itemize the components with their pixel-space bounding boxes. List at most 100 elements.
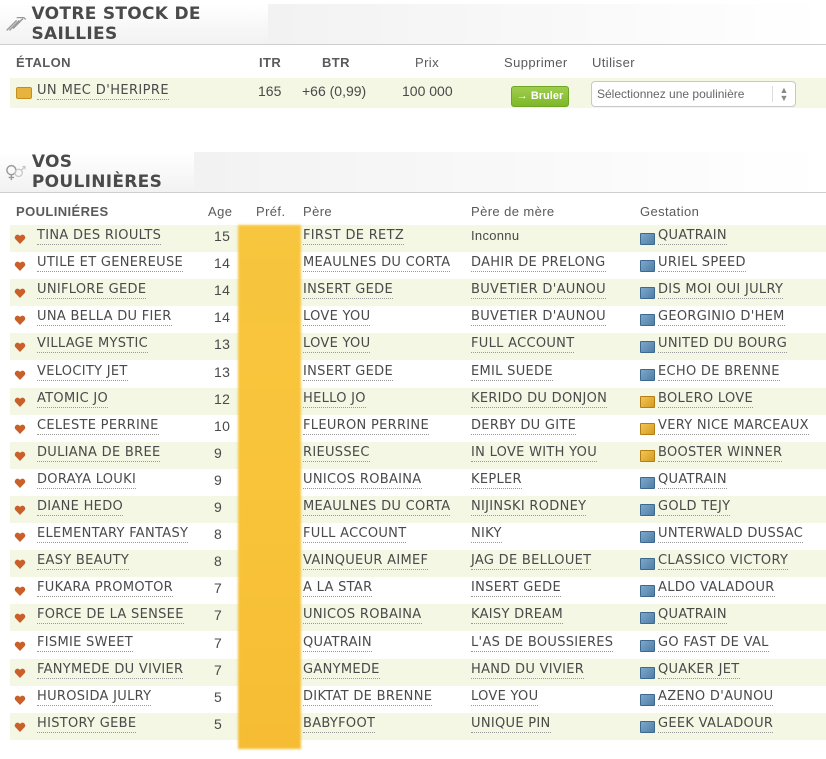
mare-name-link[interactable]: UNIFLORE GEDE: [37, 282, 147, 299]
mare-name-link[interactable]: DIANE HEDO: [37, 499, 124, 516]
mare-name-link[interactable]: CELESTE PERRINE: [37, 418, 159, 435]
gestation-stallion-link[interactable]: ALDO VALADOUR: [658, 580, 775, 597]
mare-sire-link[interactable]: FLEURON PERRINE: [303, 418, 429, 435]
mare-name-link[interactable]: ATOMIC JO: [37, 391, 109, 408]
mare-sire-link[interactable]: GANYMEDE: [303, 662, 380, 679]
mare-age: 9: [214, 472, 223, 488]
mare-dam-sire-link[interactable]: JAG DE BELLOUET: [471, 553, 592, 570]
mare-age: 7: [214, 580, 223, 596]
gestation-icon: [640, 341, 655, 353]
gestation-stallion-link[interactable]: URIEL SPEED: [658, 255, 746, 272]
heart-icon: [14, 234, 26, 244]
mare-sire-link[interactable]: MEAULNES DU CORTA: [303, 255, 451, 272]
mare-dam-sire-link[interactable]: FULL ACCOUNT: [471, 336, 575, 353]
mare-name-link[interactable]: UNA BELLA DU FIER: [37, 309, 172, 326]
mare-name-link[interactable]: ELEMENTARY FANTASY: [37, 526, 189, 543]
mare-age: 12: [214, 391, 231, 407]
bruler-button[interactable]: → Bruler: [511, 86, 569, 107]
mare-sire-link[interactable]: VAINQUEUR AIMEF: [303, 553, 429, 570]
mare-dam-sire-link[interactable]: DAHIR DE PRELONG: [471, 255, 606, 272]
mare-name-link[interactable]: DULIANA DE BREE: [37, 445, 161, 462]
mare-sire-link[interactable]: UNICOS ROBAINA: [303, 607, 422, 624]
gestation-stallion-link[interactable]: AZENO D'AUNOU: [658, 689, 774, 706]
mare-sire-link[interactable]: FULL ACCOUNT: [303, 526, 407, 543]
stallion-name-link[interactable]: UN MEC D'HERIPRE: [37, 83, 169, 100]
gestation-stallion-link[interactable]: GEEK VALADOUR: [658, 716, 774, 733]
gestation-stallion-link[interactable]: CLASSICO VICTORY: [658, 553, 789, 570]
gestation-stallion-link[interactable]: UNTERWALD DUSSAC: [658, 526, 804, 543]
gestation-icon: [640, 558, 655, 570]
col-pref: Préf.: [256, 204, 286, 219]
gestation-stallion-link[interactable]: QUAKER JET: [658, 662, 740, 679]
mare-name-link[interactable]: UTILE ET GENEREUSE: [37, 255, 184, 272]
mare-dam-sire-link[interactable]: BUVETIER D'AUNOU: [471, 282, 606, 299]
gestation-icon: [640, 640, 655, 652]
mares-title: VOS POULINIÈRES: [31, 152, 163, 192]
mare-dam-sire-link[interactable]: UNIQUE PIN: [471, 716, 551, 733]
gestation-stallion-link[interactable]: GOLD TEJY: [658, 499, 731, 516]
mare-sire-link[interactable]: RIEUSSEC: [303, 445, 370, 462]
mare-sire-link[interactable]: UNICOS ROBAINA: [303, 472, 422, 489]
gestation-icon: [640, 585, 655, 597]
mare-sire-link[interactable]: HELLO JO: [303, 391, 366, 408]
mare-sire-link[interactable]: INSERT GEDE: [303, 364, 393, 381]
mare-name-link[interactable]: FISMIE SWEET: [37, 635, 134, 652]
mare-dam-sire-link[interactable]: NIKY: [471, 526, 502, 543]
gestation-stallion-link[interactable]: GEORGINIO D'HEM: [658, 309, 785, 326]
stock-header-fade: [268, 4, 826, 45]
heart-icon: [14, 397, 26, 407]
mare-dam-sire-link[interactable]: LOVE YOU: [471, 689, 539, 706]
mare-name-link[interactable]: EASY BEAUTY: [37, 553, 130, 570]
mare-sire-link[interactable]: MEAULNES DU CORTA: [303, 499, 451, 516]
table-row: UTILE ET GENEREUSE 14 MEAULNES DU CORTA DAH…: [10, 252, 826, 279]
mare-sire-link[interactable]: QUATRAIN: [303, 635, 372, 652]
gestation-stallion-link[interactable]: QUATRAIN: [658, 472, 727, 489]
mare-select[interactable]: Sélectionnez une poulinière ▲ ▼: [591, 81, 796, 107]
mare-sire-link[interactable]: LOVE YOU: [303, 336, 371, 353]
mare-sire-link[interactable]: A LA STAR: [303, 580, 373, 597]
mare-sire-link[interactable]: BABYFOOT: [303, 716, 376, 733]
mare-age: 14: [214, 309, 231, 325]
mare-name-link[interactable]: VILLAGE MYSTIC: [37, 336, 149, 353]
mare-name-link[interactable]: FUKARA PROMOTOR: [37, 580, 173, 597]
gestation-stallion-link[interactable]: VERY NICE MARCEAUX: [658, 418, 809, 435]
table-row: CELESTE PERRINE 10 FLEURON PERRINE DERBY DU…: [10, 415, 826, 442]
col-utiliser: Utiliser: [592, 55, 635, 70]
mare-dam-sire-link[interactable]: KEPLER: [471, 472, 522, 489]
gestation-stallion-link[interactable]: UNITED DU BOURG: [658, 336, 788, 353]
gestation-stallion-link[interactable]: BOLERO LOVE: [658, 391, 753, 408]
gestation-stallion-link[interactable]: BOOSTER WINNER: [658, 445, 783, 462]
mare-dam-sire-link[interactable]: INSERT GEDE: [471, 580, 561, 597]
mare-dam-sire-link[interactable]: EMIL SUEDE: [471, 364, 553, 381]
gestation-stallion-link[interactable]: GO FAST DE VAL: [658, 635, 769, 652]
gestation-stallion-link[interactable]: ECHO DE BRENNE: [658, 364, 780, 381]
mare-name-link[interactable]: DORAYA LOUKI: [37, 472, 137, 489]
mare-name-link[interactable]: HUROSIDA JULRY: [37, 689, 152, 706]
mare-name-link[interactable]: FORCE DE LA SENSEE: [37, 607, 184, 624]
gestation-stallion-link[interactable]: QUATRAIN: [658, 607, 727, 624]
table-row: FISMIE SWEET 7 QUATRAIN L'AS DE BOUSSIERES G…: [10, 632, 826, 659]
mare-dam-sire-link[interactable]: DERBY DU GITE: [471, 418, 577, 435]
mare-age: 8: [214, 526, 223, 542]
mare-dam-sire-link[interactable]: BUVETIER D'AUNOU: [471, 309, 606, 326]
mare-dam-sire-link[interactable]: IN LOVE WITH YOU: [471, 445, 598, 462]
gestation-icon: [640, 667, 655, 679]
mare-dam-sire-link[interactable]: HAND DU VIVIER: [471, 662, 585, 679]
mare-sire-link[interactable]: LOVE YOU: [303, 309, 371, 326]
mare-dam-sire-link[interactable]: KERIDO DU DONJON: [471, 391, 608, 408]
mare-dam-sire-link[interactable]: L'AS DE BOUSSIERES: [471, 635, 614, 652]
mare-sire-link[interactable]: DIKTAT DE BRENNE: [303, 689, 433, 706]
mare-name-link[interactable]: FANYMEDE DU VIVIER: [37, 662, 184, 679]
mare-dam-sire-link[interactable]: NIJINSKI RODNEY: [471, 499, 587, 516]
gestation-stallion-link[interactable]: DIS MOI OUI JULRY: [658, 282, 784, 299]
stock-section-header: VOTRE STOCK DE SAILLIES: [0, 4, 268, 45]
gestation-stallion-link[interactable]: QUATRAIN: [658, 228, 727, 245]
mare-name-link[interactable]: HISTORY GEBE: [37, 716, 137, 733]
mare-name-link[interactable]: VELOCITY JET: [37, 364, 128, 381]
heart-icon: [14, 559, 26, 569]
mare-sire-link[interactable]: INSERT GEDE: [303, 282, 393, 299]
mare-sire-link[interactable]: FIRST DE RETZ: [303, 228, 405, 245]
mare-name-link[interactable]: TINA DES RIOULTS: [37, 228, 162, 245]
gestation-icon: [640, 694, 655, 706]
mare-dam-sire-link[interactable]: KAISY DREAM: [471, 607, 564, 624]
